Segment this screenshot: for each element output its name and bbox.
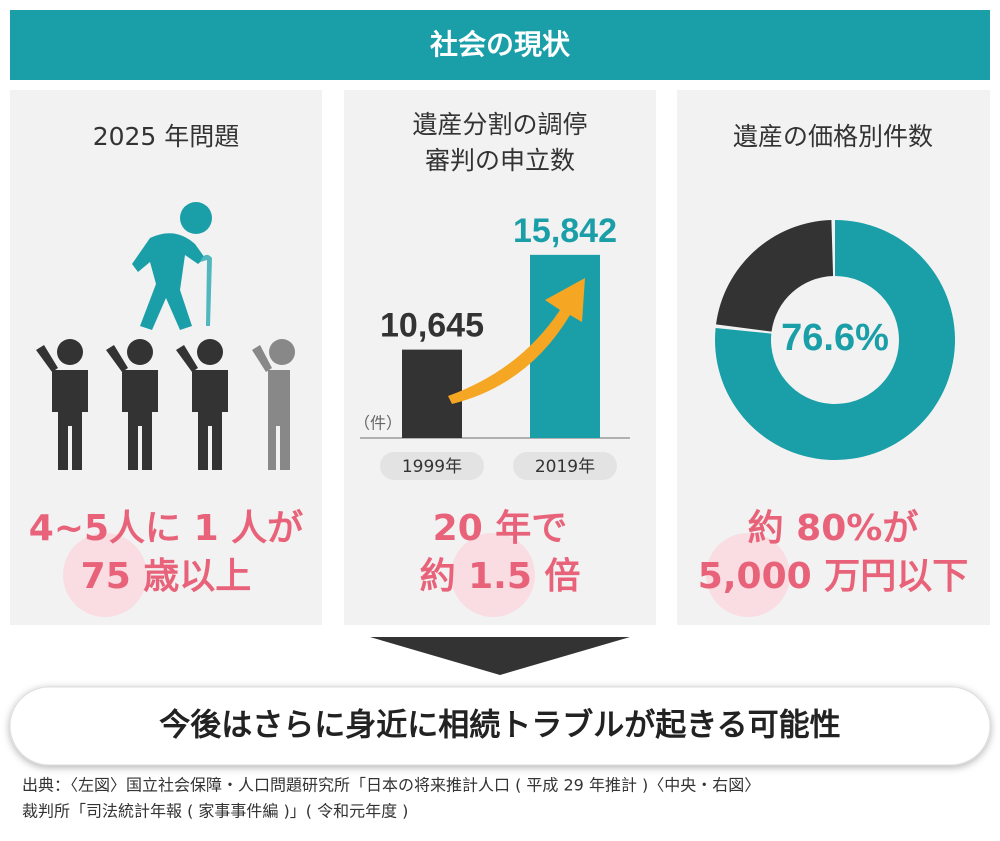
panel-title: 遺産の価格別件数 <box>733 122 933 151</box>
donut-segment <box>715 220 956 460</box>
header-title: 社会の現状 <box>430 28 571 61</box>
conclusion-box <box>9 686 991 766</box>
panel-title: 遺産分割の調停 <box>412 110 587 139</box>
highlight: 約 80%が <box>748 508 919 549</box>
unit-label: （件） <box>354 414 402 433</box>
source: 出典：〈左図〉国立社会保障・人口問題研究所「日本の将来推計人口 ( 平成 29 … <box>22 776 760 795</box>
source: 裁判所「司法統計年報 ( 家事事件編 )」( 令和元年度 ) <box>22 802 408 821</box>
accent-circle <box>63 533 147 617</box>
category-pill <box>380 452 484 480</box>
highlight: 約 1.5 倍 <box>420 556 581 597</box>
donut-label: 76.6% <box>781 317 889 359</box>
down-arrow <box>370 637 630 675</box>
value-label: 15,842 <box>513 212 617 250</box>
highlight: 75 歳以上 <box>81 556 252 597</box>
category-pill <box>513 452 617 480</box>
header-band <box>10 10 990 80</box>
donut-rest <box>716 220 834 332</box>
people-icons <box>36 339 295 470</box>
conclusion: 今後はさらに身近に相続トラブルが起きる可能性 <box>159 708 840 744</box>
growth-arrow <box>448 278 585 404</box>
category-label: 1999年 <box>402 457 462 477</box>
highlight: 5,000 万円以下 <box>698 556 968 597</box>
elderly-icon <box>132 202 212 330</box>
highlight: 20 年で <box>433 508 568 549</box>
panel-title: 2025 年問題 <box>93 122 240 151</box>
value-label: 10,645 <box>380 307 484 345</box>
accent-circle <box>706 533 790 617</box>
bar <box>402 349 462 438</box>
category-label: 2019年 <box>535 457 595 477</box>
accent-circle <box>451 533 535 617</box>
panel-title: 審判の申立数 <box>425 146 575 175</box>
highlight: 4~5人に 1 人が <box>29 508 303 549</box>
